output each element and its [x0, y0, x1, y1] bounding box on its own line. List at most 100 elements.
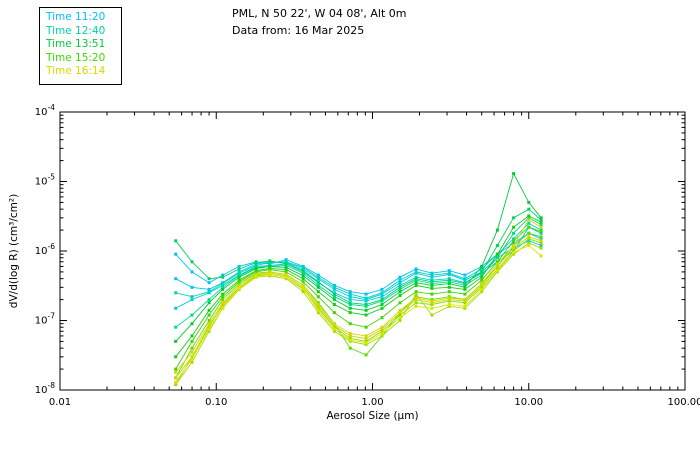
series-marker: [364, 325, 368, 329]
series-marker: [512, 251, 516, 254]
x-tick-label: 1.00: [361, 397, 383, 408]
series-marker: [254, 263, 258, 267]
series-marker: [380, 329, 384, 333]
series-marker: [237, 275, 241, 279]
series-marker: [221, 275, 225, 279]
series-marker: [332, 327, 336, 331]
series-marker: [237, 283, 241, 287]
series-marker: [174, 367, 178, 371]
series-marker: [430, 275, 434, 279]
series-marker: [398, 285, 402, 289]
series-marker: [527, 200, 531, 204]
series-marker: [495, 264, 499, 268]
series-marker: [237, 264, 241, 268]
series-marker: [430, 271, 434, 275]
series-marker: [190, 346, 194, 350]
series-marker: [539, 254, 543, 258]
series-marker: [463, 298, 467, 302]
series-marker: [364, 296, 368, 300]
series-line: [175, 222, 542, 299]
series-marker: [284, 260, 288, 264]
series-marker: [348, 322, 352, 326]
series-marker: [480, 267, 484, 271]
series-marker: [207, 327, 211, 331]
series-marker: [207, 323, 211, 327]
series-marker: [430, 313, 434, 317]
chart-title: PML, N 50 22', W 04 08', Alt 0m: [232, 7, 407, 20]
series-marker: [512, 172, 516, 176]
series-marker: [380, 316, 384, 320]
series-marker: [364, 313, 368, 317]
series-marker: [174, 383, 178, 386]
series-marker: [174, 370, 178, 374]
series-line: [175, 236, 542, 379]
series-marker: [207, 281, 211, 285]
series-marker: [190, 295, 194, 299]
series-marker: [380, 291, 384, 295]
y-tick-label: 10-6: [35, 242, 55, 257]
plot-frame: [59, 111, 686, 391]
series-marker: [237, 280, 241, 284]
series-marker: [174, 252, 178, 256]
series-marker: [348, 303, 352, 306]
series-marker: [221, 292, 225, 296]
series-marker: [512, 252, 516, 256]
series-marker: [221, 287, 225, 291]
series-marker: [463, 306, 467, 310]
series-marker: [316, 290, 320, 294]
series-marker: [332, 311, 336, 315]
series-marker: [190, 334, 194, 338]
series-marker: [316, 295, 320, 299]
series-marker: [174, 355, 178, 359]
series-marker: [380, 332, 384, 335]
series-marker: [190, 270, 194, 274]
series-marker: [190, 357, 194, 361]
series-marker: [268, 259, 272, 263]
series-line: [175, 232, 542, 295]
series-marker: [364, 292, 368, 296]
x-tick-label: 100.00: [668, 397, 700, 408]
series-marker: [414, 292, 418, 296]
series-marker: [539, 244, 543, 247]
y-tick-label: 10-5: [35, 173, 55, 188]
series-marker: [398, 283, 402, 287]
series-marker: [480, 278, 484, 282]
series-marker: [527, 218, 531, 222]
series-marker: [430, 282, 434, 286]
series-marker: [207, 301, 211, 305]
chart-title-block: PML, N 50 22', W 04 08', Alt 0m Data fro…: [232, 5, 406, 39]
series-marker: [539, 223, 543, 227]
series-marker: [190, 350, 194, 354]
series-marker: [268, 264, 272, 268]
series-marker: [414, 301, 418, 305]
x-tick-label: 10.00: [514, 397, 543, 408]
series-marker: [237, 267, 241, 271]
series-marker: [316, 275, 320, 279]
y-axis-title: dV/d(log R) (cm³/cm²): [8, 194, 20, 308]
series-marker: [301, 271, 305, 275]
series-marker: [237, 286, 241, 290]
series-marker: [348, 292, 352, 296]
series-marker: [463, 301, 467, 305]
series-marker: [301, 267, 305, 271]
series-marker: [463, 277, 467, 281]
series-marker: [316, 311, 320, 315]
series-line: [175, 219, 542, 373]
series-marker: [527, 231, 531, 235]
series-marker: [495, 252, 499, 256]
series-marker: [254, 261, 258, 265]
series-marker: [301, 290, 305, 294]
y-tick-label: 10-7: [35, 312, 55, 327]
series-line: [175, 172, 542, 342]
series-marker: [207, 319, 211, 322]
series-marker: [539, 225, 543, 229]
series-marker: [348, 290, 352, 294]
series-marker: [316, 308, 320, 312]
series-marker: [174, 376, 178, 380]
series-marker: [174, 380, 178, 384]
series-marker: [380, 327, 384, 331]
series-marker: [495, 269, 499, 273]
series-marker: [380, 334, 384, 338]
series-marker: [463, 287, 467, 291]
